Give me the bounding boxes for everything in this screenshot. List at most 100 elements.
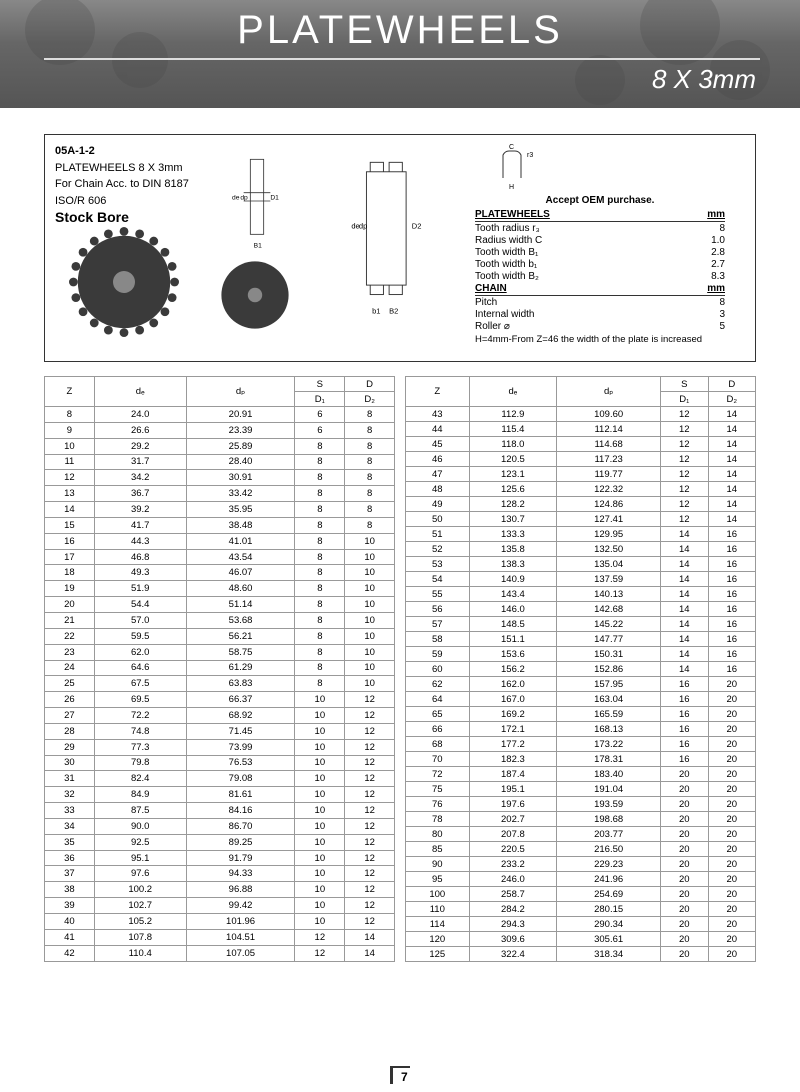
table-row: 44115.4112.141214 bbox=[406, 422, 756, 437]
page-title: PLATEWHEELS bbox=[237, 8, 563, 53]
svg-text:C: C bbox=[509, 144, 514, 151]
svg-text:D2: D2 bbox=[412, 221, 422, 230]
table-row: 3797.694.331012 bbox=[45, 866, 395, 882]
table-row: 90233.2229.232020 bbox=[406, 857, 756, 872]
data-tables: ZdₑdₚSDD₁D₂824.020.9168926.623.39681029.… bbox=[44, 376, 756, 962]
table-row: 926.623.3968 bbox=[45, 422, 395, 438]
table-row: 45118.0114.681214 bbox=[406, 437, 756, 452]
table-row: 1541.738.4888 bbox=[45, 517, 395, 533]
table-row: 54140.9137.591416 bbox=[406, 572, 756, 587]
table-row: 41107.8104.511214 bbox=[45, 929, 395, 945]
table-row: 100258.7254.692020 bbox=[406, 887, 756, 902]
table-row: 2362.058.75810 bbox=[45, 644, 395, 660]
table-row: 78202.7198.682020 bbox=[406, 812, 756, 827]
table-row: 60156.2152.861416 bbox=[406, 662, 756, 677]
table-row: 1951.948.60810 bbox=[45, 581, 395, 597]
table-row: 1336.733.4288 bbox=[45, 486, 395, 502]
specs-accept: Accept OEM purchase. bbox=[475, 195, 725, 206]
specs-row: Internal width3 bbox=[475, 308, 725, 320]
table-row: 125322.4318.342020 bbox=[406, 947, 756, 962]
specs-row: Pitch8 bbox=[475, 296, 725, 308]
stock-bore-label: Stock Bore bbox=[55, 209, 129, 225]
table-row: 3490.086.701012 bbox=[45, 818, 395, 834]
table-row: 85220.5216.502020 bbox=[406, 842, 756, 857]
table-row: 72187.4183.402020 bbox=[406, 767, 756, 782]
table-row: 50130.7127.411214 bbox=[406, 512, 756, 527]
table-row: 3695.191.791012 bbox=[45, 850, 395, 866]
svg-text:H: H bbox=[509, 184, 514, 191]
product-line2: For Chain Acc. to DIN 8187 bbox=[55, 176, 189, 193]
specs-row: Tooth radius r₃8 bbox=[475, 222, 725, 234]
specs-row: Radius width C1.0 bbox=[475, 234, 725, 246]
specs-row: Tooth width B₂8.3 bbox=[475, 270, 725, 282]
table-row: 3079.876.531012 bbox=[45, 755, 395, 771]
page-header: PLATEWHEELS 8 X 3mm bbox=[0, 0, 800, 108]
svg-text:B1: B1 bbox=[254, 243, 262, 250]
page-subtitle: 8 X 3mm bbox=[652, 64, 756, 95]
svg-text:de: de bbox=[232, 194, 240, 201]
svg-text:D1: D1 bbox=[270, 194, 279, 201]
table-row: 2772.268.921012 bbox=[45, 708, 395, 724]
table-row: 52135.8132.501416 bbox=[406, 542, 756, 557]
product-info: 05A-1-2 PLATEWHEELS 8 X 3mm For Chain Ac… bbox=[55, 143, 189, 209]
table-row: 3284.981.611012 bbox=[45, 787, 395, 803]
table-row: 1644.341.01810 bbox=[45, 533, 395, 549]
technical-diagram-1: de dp D1 B1 bbox=[217, 151, 297, 251]
table-row: 3182.479.081012 bbox=[45, 771, 395, 787]
svg-text:b1: b1 bbox=[372, 306, 380, 315]
product-line3: ISO/R 606 bbox=[55, 193, 189, 210]
table-row: 62162.0157.951620 bbox=[406, 677, 756, 692]
table-row: 51133.3129.951416 bbox=[406, 527, 756, 542]
table-row: 53138.3135.041416 bbox=[406, 557, 756, 572]
table-row: 49128.2124.861214 bbox=[406, 497, 756, 512]
table-row: 39102.799.421012 bbox=[45, 898, 395, 914]
table-row: 56146.0142.681416 bbox=[406, 602, 756, 617]
table-row: 95246.0241.962020 bbox=[406, 872, 756, 887]
table-row: 38100.296.881012 bbox=[45, 882, 395, 898]
specs-table: Accept OEM purchase. PLATEWHEELSmm Tooth… bbox=[475, 195, 725, 345]
table-row: 57148.5145.221416 bbox=[406, 617, 756, 632]
table-row: 120309.6305.612020 bbox=[406, 932, 756, 947]
table-row: 59153.6150.311416 bbox=[406, 647, 756, 662]
product-line1: PLATEWHEELS 8 X 3mm bbox=[55, 160, 189, 177]
table-row: 58151.1147.771416 bbox=[406, 632, 756, 647]
specs-row: Tooth width b₁2.7 bbox=[475, 258, 725, 270]
table-row: 40105.2101.961012 bbox=[45, 914, 395, 930]
table-row: 70182.3178.311620 bbox=[406, 752, 756, 767]
specs-row: Roller ⌀5 bbox=[475, 320, 725, 332]
table-row: 64167.0163.041620 bbox=[406, 692, 756, 707]
svg-text:dp: dp bbox=[359, 221, 367, 230]
table-row: 2669.566.371012 bbox=[45, 692, 395, 708]
table-row: 42110.4107.051214 bbox=[45, 945, 395, 961]
technical-diagram-2: de dp D2 b1 B2 bbox=[341, 151, 441, 321]
table-row: 75195.1191.042020 bbox=[406, 782, 756, 797]
sprocket-image-1 bbox=[69, 227, 179, 337]
table-row: 2874.871.451012 bbox=[45, 723, 395, 739]
technical-diagram-3: C r3 H bbox=[485, 143, 545, 193]
table-row: 2567.563.83810 bbox=[45, 676, 395, 692]
title-underline bbox=[44, 58, 760, 60]
product-code: 05A-1-2 bbox=[55, 143, 189, 160]
sprocket-image-2 bbox=[215, 255, 295, 335]
svg-text:r3: r3 bbox=[527, 152, 533, 159]
table-row: 1849.346.07810 bbox=[45, 565, 395, 581]
table-row: 3592.589.251012 bbox=[45, 834, 395, 850]
table-row: 2259.556.21810 bbox=[45, 628, 395, 644]
table-row: 48125.6122.321214 bbox=[406, 482, 756, 497]
table-row: 2157.053.68810 bbox=[45, 612, 395, 628]
data-table-right: ZdₑdₚSDD₁D₂43112.9109.60121444115.4112.1… bbox=[405, 376, 756, 962]
table-row: 55143.4140.131416 bbox=[406, 587, 756, 602]
table-row: 824.020.9168 bbox=[45, 407, 395, 423]
table-row: 47123.1119.771214 bbox=[406, 467, 756, 482]
page-number: 7 bbox=[390, 1066, 410, 1084]
table-row: 80207.8203.772020 bbox=[406, 827, 756, 842]
table-row: 46120.5117.231214 bbox=[406, 452, 756, 467]
data-table-left: ZdₑdₚSDD₁D₂824.020.9168926.623.39681029.… bbox=[44, 376, 395, 962]
specs-row: Tooth width B₁2.8 bbox=[475, 246, 725, 258]
table-row: 114294.3290.342020 bbox=[406, 917, 756, 932]
table-row: 2054.451.14810 bbox=[45, 597, 395, 613]
table-row: 43112.9109.601214 bbox=[406, 407, 756, 422]
svg-text:B2: B2 bbox=[389, 306, 398, 315]
table-row: 1746.843.54810 bbox=[45, 549, 395, 565]
table-row: 2464.661.29810 bbox=[45, 660, 395, 676]
